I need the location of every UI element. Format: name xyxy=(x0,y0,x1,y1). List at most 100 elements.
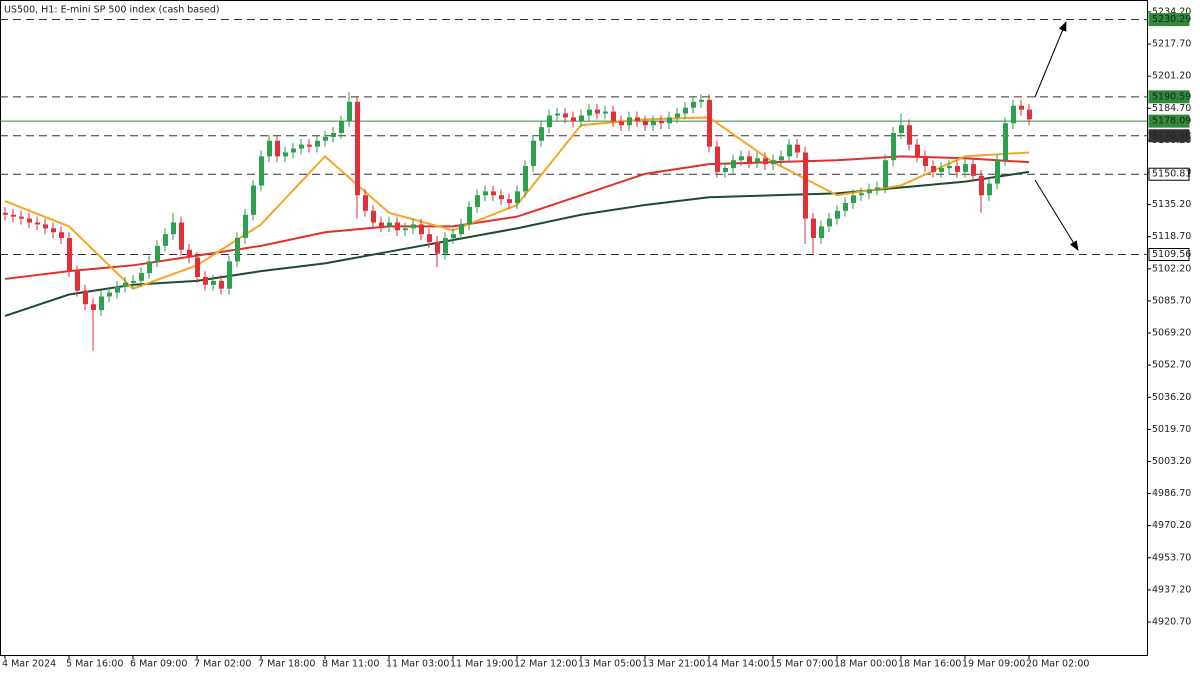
candle-body xyxy=(955,166,960,172)
candle-body xyxy=(219,280,224,289)
candle-body xyxy=(355,101,360,196)
candle-body xyxy=(643,121,648,126)
candle-body xyxy=(915,144,920,157)
candle-body xyxy=(899,125,904,133)
candle-body xyxy=(891,132,896,161)
candle-body xyxy=(699,99,704,102)
candle-body xyxy=(667,117,672,124)
candle-body xyxy=(283,152,288,157)
x-tick-label: 20 Mar 02:00 xyxy=(1026,659,1089,670)
candle-body xyxy=(803,152,808,219)
x-tick-label: 15 Mar 07:00 xyxy=(770,659,833,670)
candle-body xyxy=(627,117,632,126)
candle-body xyxy=(203,276,208,285)
candle-body xyxy=(443,238,448,254)
candle-body xyxy=(11,214,16,217)
x-tick-label: 18 Mar 16:00 xyxy=(898,659,961,670)
candle-body xyxy=(491,191,496,196)
candle-body xyxy=(75,271,80,291)
candle-body xyxy=(195,257,200,277)
candle-body xyxy=(235,238,240,262)
y-tick-label: 5019.70 xyxy=(1152,424,1191,435)
candle-body xyxy=(571,117,576,122)
y-tick-label: 4920.70 xyxy=(1152,617,1191,628)
candle-body xyxy=(539,127,544,141)
candle-body xyxy=(963,164,968,172)
candle-body xyxy=(707,99,712,147)
candle-body xyxy=(155,245,160,262)
candle-body xyxy=(923,156,928,167)
candle-body xyxy=(867,189,872,194)
candle-body xyxy=(211,280,216,285)
y-tick-label: 4937.20 xyxy=(1152,584,1191,595)
candle-body xyxy=(971,164,976,176)
y-tick-label: 5085.70 xyxy=(1152,295,1191,306)
y-tick-label: 4986.70 xyxy=(1152,488,1191,499)
candle-body xyxy=(83,290,88,305)
candle-body xyxy=(579,115,584,122)
y-tick-label: 5003.20 xyxy=(1152,456,1191,467)
y-tick-label: 5184.70 xyxy=(1152,103,1191,114)
level-label-box xyxy=(1148,129,1190,143)
level-label: 5109.56 xyxy=(1152,249,1191,260)
candle-body xyxy=(523,166,528,192)
candle-body xyxy=(739,156,744,161)
candle-body xyxy=(763,158,768,165)
candle-body xyxy=(755,158,760,163)
candle-body xyxy=(843,203,848,211)
candle-body xyxy=(139,273,144,281)
level-label: 5178.09 xyxy=(1152,116,1191,127)
candle-body xyxy=(227,261,232,289)
candle-body xyxy=(675,113,680,118)
candle-body xyxy=(99,296,104,311)
candle-body xyxy=(395,222,400,231)
candle-body xyxy=(651,121,656,126)
x-tick-label: 19 Mar 09:00 xyxy=(962,659,1025,670)
level-label-box xyxy=(1148,13,1190,27)
candle-body xyxy=(907,125,912,145)
candle-body xyxy=(691,101,696,108)
candle-body xyxy=(115,286,120,293)
candle-body xyxy=(483,191,488,196)
level-label: 5230.29 xyxy=(1152,14,1191,25)
candle-body xyxy=(299,144,304,149)
plot-frame xyxy=(0,0,1148,656)
candle-body xyxy=(635,117,640,122)
candle-body xyxy=(555,113,560,116)
candle-body xyxy=(363,195,368,211)
candle-body xyxy=(91,304,96,311)
candle-body xyxy=(323,136,328,141)
y-tick-label: 4953.70 xyxy=(1152,552,1191,563)
candle-body xyxy=(123,282,128,287)
x-tick-label: 12 Mar 12:00 xyxy=(514,659,577,670)
candle-body xyxy=(411,224,416,229)
level-label: 5150.81 xyxy=(1152,169,1191,180)
candle-body xyxy=(403,228,408,231)
candle-body xyxy=(451,234,456,239)
candle-body xyxy=(787,144,792,157)
x-tick-label: 13 Mar 21:00 xyxy=(642,659,705,670)
candle-body xyxy=(35,222,40,225)
moving-average xyxy=(4,155,1030,280)
candle-body xyxy=(43,224,48,229)
candle-body xyxy=(291,148,296,153)
candle-body xyxy=(659,121,664,124)
candle-body xyxy=(251,185,256,215)
candle-body xyxy=(619,121,624,126)
x-tick-label: 6 Mar 09:00 xyxy=(130,659,187,670)
candle-body xyxy=(347,101,352,122)
candle-body xyxy=(979,175,984,196)
candle-body xyxy=(931,166,936,172)
candle-body xyxy=(67,238,72,272)
candle-body xyxy=(163,234,168,246)
candle-body xyxy=(267,140,272,157)
arrow-up xyxy=(1034,21,1067,98)
y-tick-label: 5118.70 xyxy=(1152,231,1191,242)
level-label: 5190.59 xyxy=(1152,91,1191,102)
candle-body xyxy=(387,222,392,227)
x-tick-label: 7 Mar 18:00 xyxy=(258,659,315,670)
x-tick-label: 5 Mar 16:00 xyxy=(66,659,123,670)
x-tick-label: 8 Mar 11:00 xyxy=(322,659,379,670)
candle-body xyxy=(339,121,344,133)
candle-body xyxy=(131,280,136,283)
